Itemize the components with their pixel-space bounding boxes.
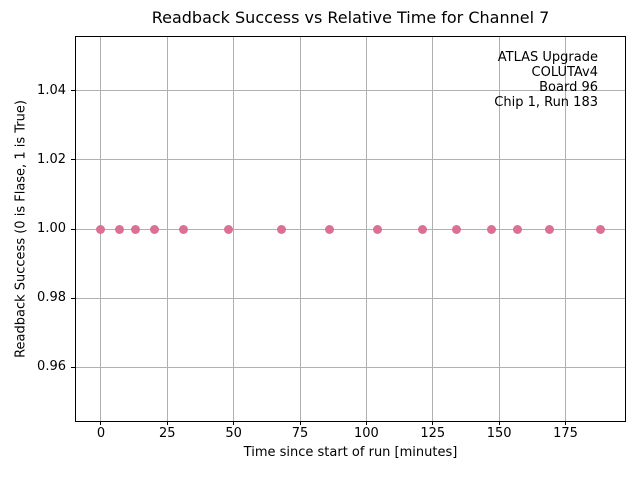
y-tick-label: 1.00 [37, 221, 66, 236]
x-tick-label: 50 [225, 426, 242, 441]
chart-title: Readback Success vs Relative Time for Ch… [151, 8, 550, 27]
data-point [276, 224, 286, 234]
x-tick-label: 125 [420, 426, 446, 441]
x-tick-mark [299, 421, 301, 425]
data-point [545, 224, 555, 234]
x-tick-mark [365, 421, 367, 425]
y-gridline [76, 297, 625, 299]
x-tick-mark [233, 421, 235, 425]
x-tick-mark [498, 421, 500, 425]
y-gridline [76, 228, 625, 230]
y-tick-label: 1.04 [37, 82, 66, 98]
x-tick-label: 100 [354, 426, 379, 441]
x-tick-label: 175 [553, 426, 578, 441]
x-axis-label: Time since start of run [minutes] [243, 445, 458, 460]
y-axis-label-text: Readback Success (0 is Flase, 1 is True) [13, 100, 29, 358]
y-tick-mark [71, 366, 75, 368]
x-tick-mark [565, 421, 567, 425]
y-tick-mark [71, 159, 75, 161]
annotation-text: ATLAS Upgrade COLUTAv4 Board 96 Chip 1, … [494, 50, 598, 110]
data-point [149, 224, 159, 234]
x-tick-label: 150 [486, 426, 512, 441]
y-gridline [76, 90, 625, 92]
data-point [178, 224, 188, 234]
y-gridline [76, 366, 625, 368]
x-tick-label: 75 [291, 426, 309, 441]
plot-area: 0 25 50 75 100 125 150 175 0.96 0.98 1.00 1.02 1.04 [37, 36, 626, 441]
data-point [130, 224, 140, 234]
x-tick-label: 25 [159, 426, 176, 441]
data-point [513, 224, 523, 234]
x-tick-mark [100, 421, 102, 425]
x-tick-label: 0 [96, 426, 106, 441]
data-point [595, 224, 605, 234]
x-tick-mark [432, 421, 434, 425]
data-point [324, 224, 334, 234]
data-point [372, 224, 382, 234]
y-tick-mark [71, 297, 75, 299]
y-tick-label: 0.96 [37, 359, 66, 375]
data-point [96, 224, 106, 234]
data-point [452, 224, 462, 234]
y-tick-label: 1.02 [37, 151, 66, 167]
x-tick-mark [166, 421, 168, 425]
data-point [486, 224, 496, 234]
y-tick-mark [71, 90, 75, 92]
y-tick-mark [71, 228, 75, 230]
data-point [115, 224, 125, 234]
data-point [417, 224, 427, 234]
data-point [223, 224, 233, 234]
y-tick-label: 0.98 [37, 290, 66, 306]
y-gridline [76, 159, 625, 161]
